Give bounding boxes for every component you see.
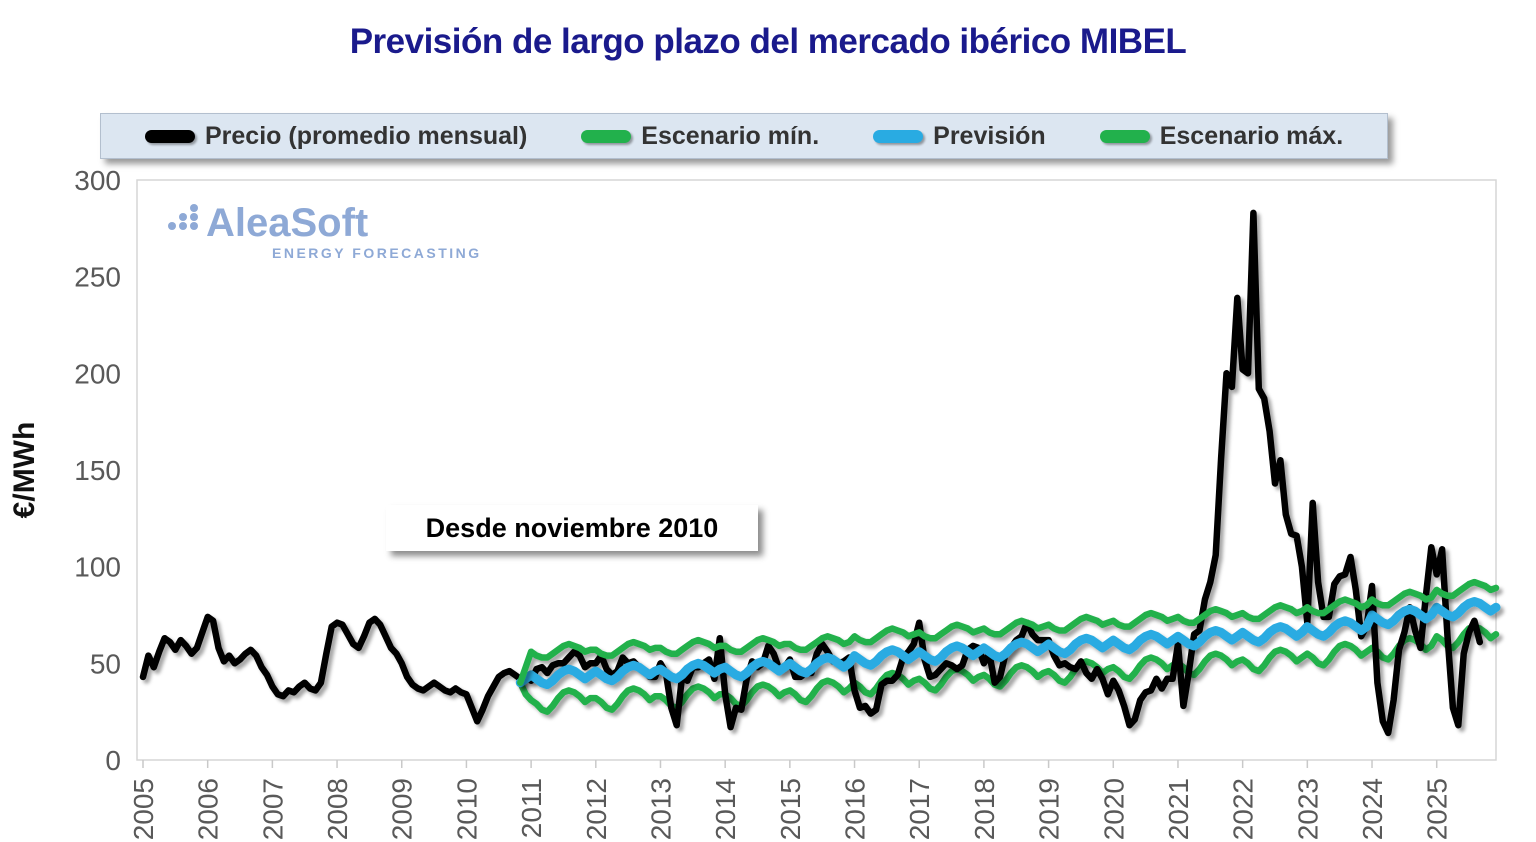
- x-tick-label: 2023: [1292, 778, 1323, 840]
- watermark-dot: [190, 222, 198, 230]
- x-tick-label: 2015: [775, 778, 806, 840]
- y-tick-label: 50: [90, 648, 121, 679]
- legend: Precio (promedio mensual) Escenario mín.…: [100, 113, 1388, 159]
- x-tick-label: 2011: [516, 778, 547, 838]
- legend-label-precio: Precio (promedio mensual): [205, 121, 528, 150]
- x-tick-label: 2007: [257, 778, 288, 840]
- y-tick-label: 200: [74, 358, 121, 389]
- legend-swatch-prevision: [873, 129, 924, 143]
- y-tick-label: 100: [74, 552, 121, 583]
- x-tick-label: 2022: [1228, 778, 1259, 840]
- watermark-dot: [179, 213, 187, 221]
- legend-swatch-precio: [145, 129, 195, 143]
- series-line-0: [139, 209, 1484, 737]
- y-tick-label: 0: [105, 745, 121, 776]
- y-tick-label: 150: [74, 455, 121, 486]
- legend-label-escenario-max: Escenario máx.: [1159, 121, 1344, 150]
- x-tick-label: 2013: [645, 778, 676, 840]
- legend-swatch-escenario-max: [1099, 129, 1150, 143]
- legend-item-escenario-min: Escenario mín.: [581, 122, 819, 151]
- legend-item-precio: Precio (promedio mensual): [145, 122, 527, 151]
- watermark-dot: [168, 222, 176, 230]
- y-tick-label: 300: [74, 165, 121, 196]
- x-tick-label: 2025: [1422, 778, 1453, 840]
- annotation-forecast-start: Desde noviembre 2010: [386, 505, 758, 551]
- watermark-dot: [190, 213, 198, 221]
- x-tick-label: 2018: [969, 778, 1000, 840]
- x-tick-label: 2024: [1357, 778, 1388, 840]
- series-line-1: [517, 623, 1500, 715]
- legend-item-escenario-max: Escenario máx.: [1099, 121, 1344, 151]
- x-tick-label: 2010: [451, 778, 482, 840]
- watermark: AleaSoft ENERGY FORECASTING: [168, 201, 482, 261]
- x-tick-label: 2016: [840, 778, 871, 840]
- x-tick-label: 2005: [128, 778, 159, 840]
- legend-swatch-escenario-min: [581, 129, 632, 143]
- x-tick-label: 2009: [387, 778, 418, 840]
- watermark-brand: AleaSoft: [206, 201, 368, 245]
- plot-border: [136, 179, 1497, 761]
- x-tick-label: 2008: [322, 778, 353, 840]
- x-tick-label: 2017: [904, 778, 935, 840]
- chart-canvas: €/MWh AleaSoft ENERGY FORECASTING 0 50 100…: [8, 165, 1501, 840]
- x-tick-label: 2006: [193, 778, 224, 840]
- y-axis-title: €/MWh: [8, 422, 41, 519]
- watermark-dot: [179, 222, 187, 230]
- x-tick-label: 2021: [1163, 778, 1194, 840]
- series-line-3: [517, 578, 1500, 686]
- legend-label-escenario-min: Escenario mín.: [641, 121, 820, 150]
- watermark-tagline: ENERGY FORECASTING: [272, 245, 482, 261]
- x-tick-label: 2012: [581, 778, 612, 840]
- page-title: Previsión de largo plazo del mercado ibé…: [349, 22, 1187, 61]
- legend-item-prevision: Previsión: [873, 122, 1046, 151]
- y-tick-label: 250: [74, 262, 121, 293]
- legend-label-prevision: Previsión: [933, 121, 1046, 150]
- series-line-2: [515, 597, 1501, 690]
- x-tick-label: 2020: [1098, 778, 1129, 840]
- x-tick-label: 2014: [710, 778, 741, 840]
- plot-area: 0 50 100 150 200 250 300 2005 2006 2007 2008 2009 20…: [74, 165, 1501, 840]
- watermark-dot: [190, 204, 198, 212]
- x-tick-label: 2019: [1034, 778, 1065, 840]
